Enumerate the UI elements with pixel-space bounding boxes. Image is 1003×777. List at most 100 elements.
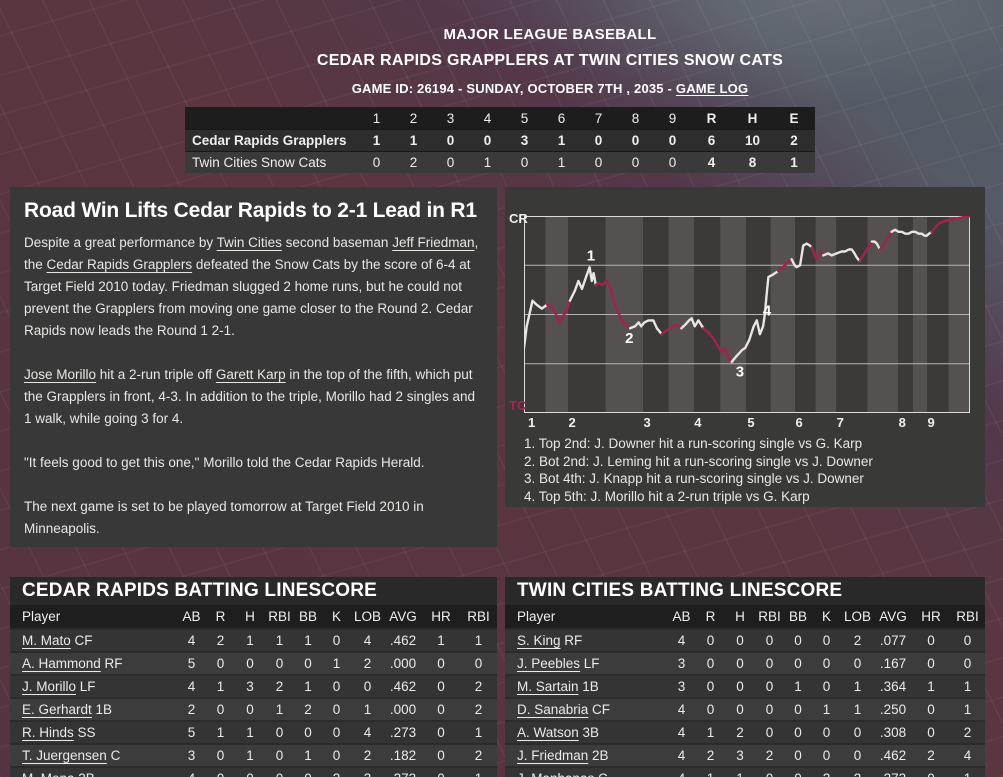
stat-cell: 0 <box>784 743 812 767</box>
stat-cell: 2 <box>950 720 985 744</box>
stat-cell: 0 <box>322 720 351 744</box>
chart-home-team-label: TC <box>509 398 527 413</box>
stat-cell: 1 <box>206 674 235 698</box>
inning-score-cell: 0 <box>654 151 691 173</box>
player-link[interactable]: J. Manhanas <box>517 771 594 777</box>
batting-player-row: J. Morillo LF 4 1 3 2 1 0 0.462 0 2 <box>10 674 497 698</box>
stat-cell: 0 <box>755 697 784 721</box>
stat-cell: 1 <box>294 743 322 767</box>
article-inline-link[interactable]: Jeff Friedman <box>392 235 475 250</box>
linescore-table: 1 2 3 4 5 6 7 8 9 R H E Cedar Rapids Grapplers 1 1 0 0 3 1… <box>185 107 815 173</box>
inning-score-cell: 0 <box>432 129 469 152</box>
batting-column-header: R <box>206 605 235 629</box>
player-link[interactable]: E. Gerhardt <box>22 702 92 717</box>
stat-cell: 0 <box>950 651 985 675</box>
stat-cell: 1 <box>322 651 351 675</box>
stat-cell: 0 <box>696 674 725 698</box>
linescore-column-header: 1 <box>358 107 395 130</box>
linescore-column-header: 8 <box>617 107 654 130</box>
rhe-cell: 1 <box>773 151 815 173</box>
player-link[interactable]: M. Mato <box>22 633 71 648</box>
player-link[interactable]: D. Sanabria <box>517 702 589 717</box>
inning-score-cell: 1 <box>395 129 432 152</box>
win-probability-segment <box>680 317 705 330</box>
stat-cell: 1 <box>725 766 755 777</box>
league-title: MAJOR LEAGUE BASEBALL <box>443 26 657 43</box>
article-inline-link[interactable]: Garett Karp <box>215 367 286 382</box>
player-link[interactable]: R. Hinds <box>22 725 74 740</box>
batting-player-row: D. Sanabria CF 4 0 0 0 0 1 1.250 0 1 <box>505 697 985 721</box>
player-cell: J. Manhanas C <box>505 766 667 777</box>
stat-cell: 0 <box>841 743 874 767</box>
batting-header-row: Player AB R H RBI BB K LOB AVG HR RBI <box>10 605 497 629</box>
stat-cell: 4 <box>177 674 206 698</box>
stat-cell: 2 <box>460 743 497 767</box>
article-inline-link[interactable]: Twin Cities <box>216 235 282 250</box>
chart-event-note: 4. Top 5th: J. Morillo hit a 2-run tripl… <box>524 488 810 504</box>
stat-cell: 2 <box>841 628 874 652</box>
stat-cell: 0 <box>755 720 784 744</box>
inning-score-cell: 2 <box>395 151 432 173</box>
stat-cell: .364 <box>874 674 912 698</box>
player-cell: D. Sanabria CF <box>505 697 667 721</box>
inning-tick-label: 9 <box>927 415 935 430</box>
stat-cell: 0 <box>294 766 322 777</box>
win-probability-segment <box>702 327 734 364</box>
player-link[interactable]: J. Peebles <box>517 656 581 671</box>
win-probability-plot: 1 2 3 4 <box>524 216 970 413</box>
stat-cell: 0 <box>912 628 950 652</box>
inning-score-cell: 0 <box>580 129 617 152</box>
player-cell: M. Mena 2B <box>10 766 177 777</box>
inning-axis: 1 2 3 4 5 6 7 8 9 <box>524 415 970 431</box>
batting-table: Player AB R H RBI BB K LOB AVG HR RBI S. King RF 4 0 0… <box>505 605 985 777</box>
inning-score-cell: 0 <box>580 151 617 173</box>
stat-cell: 1 <box>950 697 985 721</box>
stat-cell: 2 <box>841 766 874 777</box>
batting-player-row: E. Gerhardt 1B 2 0 0 1 2 0 1.000 0 2 <box>10 697 497 721</box>
game-log-link[interactable]: GAME LOG <box>675 81 749 96</box>
stat-cell: 0 <box>912 766 950 777</box>
inning-score-cell: 3 <box>506 129 543 152</box>
player-link[interactable]: M. Sartain <box>517 679 579 694</box>
article-paragraph: Jose Morillo hit a 2-run triple off Gare… <box>24 367 476 426</box>
player-link[interactable]: S. King <box>517 633 561 648</box>
stat-cell: .273 <box>384 720 422 744</box>
player-link[interactable]: J. Morillo <box>22 679 77 694</box>
article-inline-link[interactable]: Cedar Rapids Grapplers <box>46 257 193 272</box>
batting-column-header: K <box>322 605 351 629</box>
stat-cell: 0 <box>755 651 784 675</box>
player-link[interactable]: T. Juergensen <box>22 748 107 763</box>
stat-cell: 0 <box>784 628 812 652</box>
stat-cell: 4 <box>177 628 206 652</box>
batting-player-row: T. Juergensen C 3 0 1 0 1 0 2.182 0 2 <box>10 743 497 767</box>
linescore-column-header: 3 <box>432 107 469 130</box>
batting-column-header: LOB <box>841 605 874 629</box>
batting-header-row: Player AB R H RBI BB K LOB AVG HR RBI <box>505 605 985 629</box>
win-probability-chart: 1 2 3 4 <box>524 216 970 413</box>
inning-tick-label: 6 <box>795 415 803 430</box>
win-probability-segment <box>568 266 598 302</box>
stat-cell: 2 <box>177 697 206 721</box>
linescore-column-header: 7 <box>580 107 617 130</box>
stat-cell: 1 <box>294 674 322 698</box>
player-link[interactable]: M. Mena <box>22 771 75 777</box>
win-probability-segment <box>878 230 893 251</box>
inning-score-cell: 0 <box>617 151 654 173</box>
player-link[interactable]: A. Hammond <box>22 656 101 671</box>
win-probability-segment <box>890 228 933 237</box>
player-link[interactable]: A. Watson <box>517 725 579 740</box>
article-inline-link[interactable]: Jose Morillo <box>24 367 97 382</box>
batting-player-row: A. Hammond RF 5 0 0 0 0 1 2.000 0 0 <box>10 651 497 675</box>
inning-tick-label: 8 <box>898 415 906 430</box>
stat-cell: 0 <box>265 743 294 767</box>
inning-score-cell: 1 <box>543 151 580 173</box>
stat-cell: 0 <box>784 766 812 777</box>
batting-column-header: BB <box>294 605 322 629</box>
player-link[interactable]: J. Friedman <box>517 748 589 763</box>
matchup-title: CEDAR RAPIDS GRAPPLERS AT TWIN CITIES SN… <box>316 52 784 69</box>
linescore-column-header: 9 <box>654 107 691 130</box>
stat-cell: 0 <box>294 720 322 744</box>
stat-cell: 1 <box>294 628 322 652</box>
linescore-column-header: 4 <box>469 107 506 130</box>
stat-cell: 0 <box>460 651 497 675</box>
